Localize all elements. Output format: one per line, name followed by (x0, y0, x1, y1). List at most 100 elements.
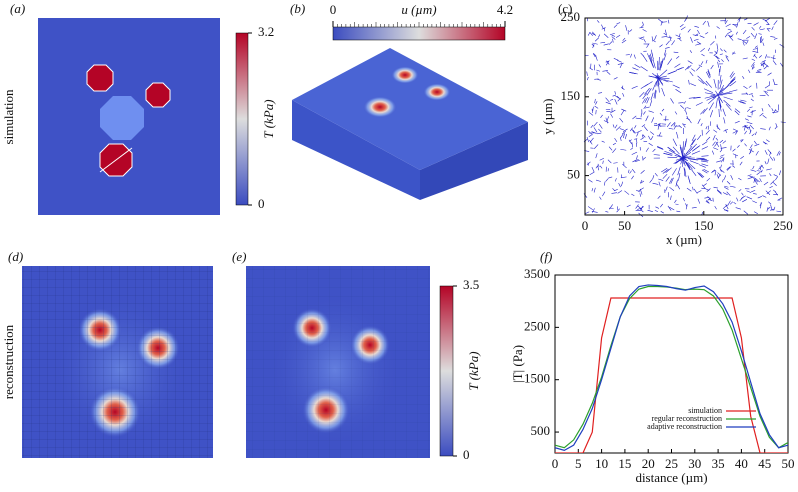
vector (712, 147, 719, 150)
vector (601, 24, 604, 29)
vector (601, 140, 605, 143)
vector (759, 166, 762, 171)
vector (751, 66, 755, 70)
vector (746, 108, 751, 112)
vector (639, 36, 645, 39)
x-tick-label: 20 (642, 456, 655, 471)
vector (614, 137, 618, 143)
vector (775, 110, 779, 113)
vector (746, 196, 753, 200)
vector (762, 195, 767, 198)
vector (762, 42, 765, 46)
vector (588, 134, 592, 138)
colorbar (439, 285, 454, 457)
vector (663, 79, 673, 83)
vector (652, 182, 659, 185)
vector (747, 115, 752, 118)
vector (727, 34, 733, 38)
vector (643, 140, 648, 143)
vector (640, 52, 645, 57)
vector (758, 55, 762, 58)
vector (763, 90, 768, 93)
vector (650, 135, 654, 140)
vector (650, 92, 654, 101)
vector (699, 35, 705, 38)
colorbar-tick-label: 0 (330, 2, 337, 17)
vector (632, 159, 637, 163)
vector (689, 71, 694, 77)
vector (610, 113, 614, 118)
x-tick-label: 10 (595, 456, 608, 471)
vector (773, 174, 778, 177)
vector (708, 102, 714, 111)
vector (613, 58, 619, 61)
mesh (22, 266, 213, 458)
vector (762, 115, 767, 119)
vector (740, 139, 744, 141)
vector (606, 71, 611, 75)
vector (748, 85, 752, 88)
vector (707, 69, 711, 76)
vector (654, 173, 658, 177)
vector (714, 170, 717, 176)
y-tick-label: 150 (561, 88, 581, 103)
vector (669, 35, 672, 42)
vector (629, 29, 633, 32)
vector (669, 177, 673, 184)
x-tick-label: 50 (618, 218, 631, 233)
vector (757, 68, 762, 71)
x-tick-label: 0 (552, 456, 559, 471)
vector (667, 205, 672, 211)
vector (764, 150, 768, 155)
vector (640, 179, 643, 184)
vector (730, 76, 736, 83)
vector (649, 100, 653, 107)
vector (684, 107, 687, 111)
panel-a: (a) simulation (1, 1, 220, 215)
vector (707, 125, 710, 130)
vector (745, 40, 749, 45)
box-side (420, 122, 528, 200)
vector (714, 50, 717, 54)
vector (770, 36, 776, 38)
vector (676, 131, 679, 139)
vector (590, 124, 594, 129)
vector (751, 58, 756, 61)
vector (709, 199, 713, 202)
vector (661, 36, 667, 38)
vector (649, 131, 655, 135)
vector (615, 34, 621, 38)
vector (659, 44, 663, 48)
vector (640, 113, 642, 118)
vector (634, 64, 641, 68)
vector (663, 32, 668, 36)
vector (741, 192, 744, 196)
vector (613, 24, 618, 28)
vector (729, 71, 734, 78)
vector (586, 136, 589, 143)
box-top (292, 48, 528, 170)
cell (145, 82, 171, 108)
vector (702, 20, 706, 25)
vector (764, 84, 770, 89)
colorbar (235, 32, 249, 206)
vector (618, 183, 621, 188)
vector (773, 189, 776, 193)
vector (588, 111, 594, 116)
vector (684, 65, 690, 71)
vector (715, 141, 720, 148)
vector (686, 187, 692, 192)
vector (651, 52, 654, 60)
vector (655, 75, 659, 87)
vector (684, 138, 688, 147)
vector (591, 166, 595, 173)
vector (599, 196, 602, 200)
vector (593, 187, 596, 193)
vector (670, 98, 674, 104)
vector (671, 40, 676, 46)
vector (665, 40, 670, 46)
vector (657, 124, 660, 130)
vector (616, 95, 621, 100)
vector (695, 102, 703, 106)
vector (678, 125, 682, 129)
